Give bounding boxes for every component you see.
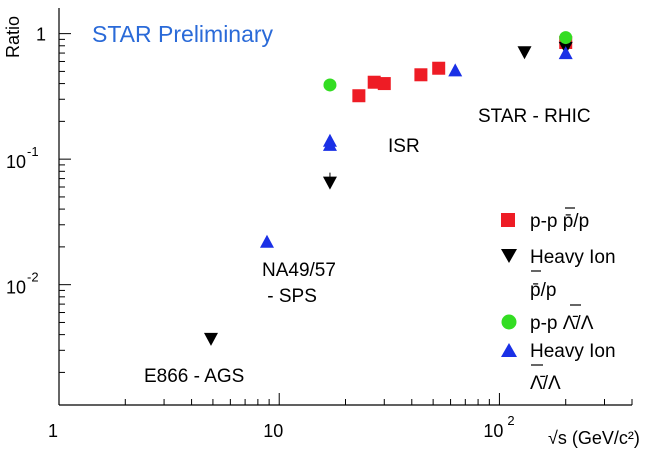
legend-label-pp-lambda: p-p Λ̄/Λ [530, 313, 594, 334]
legend-item-pp-lambda: p-p Λ̄/Λ [501, 313, 594, 334]
legend-label-heavy-ion-pbar-line2: p̄/p [530, 280, 556, 301]
x-tick-label-exponent: 2 [507, 413, 514, 428]
annotation-sps-line1: NA49/57 [262, 260, 336, 281]
data-point-heavy-ion-lambda-triangle-up [448, 63, 463, 77]
annotation-sps-line2: - SPS [262, 286, 317, 307]
legend-label-heavy-ion-pbar-line1: Heavy Ion [530, 247, 616, 268]
legend: p-p p̄/p Heavy Ion p̄/p p-p Λ̄/Λ Heavy I… [501, 207, 616, 394]
data-point-pp-lambda-circle [323, 78, 337, 92]
legend-marker-triangle-up [501, 343, 517, 357]
data-point-heavy-ion-lambda-triangle-up [558, 46, 573, 60]
y-axis-title: Ratio [3, 16, 23, 58]
data-point-pp-pbar-square [367, 75, 381, 89]
annotation-star-rhic: STAR - RHIC [478, 106, 591, 127]
legend-marker-circle [501, 314, 517, 330]
data-points [203, 31, 573, 346]
y-tick-label: 1 [36, 25, 46, 45]
annotation-ags: E866 - AGS [144, 366, 244, 387]
annotation-isr: ISR [388, 136, 420, 157]
data-point-pp-pbar-square [377, 77, 391, 91]
legend-label-heavy-ion-lambda-line1: Heavy Ion [530, 341, 616, 362]
legend-marker-triangle-down [501, 249, 517, 263]
legend-item-heavy-ion-lambda: Heavy Ion Λ̄/Λ [501, 341, 616, 394]
x-axis-title: √s (GeV/c²) [548, 428, 640, 448]
legend-label-pp-pbar: p-p p̄/p [530, 211, 589, 232]
y-tick-label-exponent: -1 [27, 144, 39, 159]
x-tick-label: 10 [263, 421, 283, 441]
x-tick-label: 10 [483, 421, 503, 441]
y-tick-label: 10 [6, 152, 26, 172]
data-point-pp-pbar-square [352, 89, 366, 103]
data-point-pp-pbar-square [432, 61, 446, 75]
legend-item-pp-pbar: p-p p̄/p [501, 211, 589, 232]
data-point-heavy-ion-pbar-triangle-down [322, 176, 337, 190]
legend-label-heavy-ion-lambda-line2: Λ̄/Λ [530, 373, 561, 394]
x-tick-label: 1 [48, 421, 58, 441]
data-point-pp-lambda-circle [559, 31, 573, 45]
data-point-heavy-ion-pbar-triangle-down [203, 332, 218, 346]
legend-marker-square [501, 213, 515, 227]
data-point-pp-pbar-square [414, 68, 428, 82]
y-tick-label: 10 [6, 278, 26, 298]
data-point-heavy-ion-lambda-triangle-up [322, 133, 337, 147]
chart-title: STAR Preliminary [92, 21, 274, 47]
data-point-heavy-ion-pbar-triangle-down [517, 46, 532, 60]
y-tick-label-exponent: -2 [27, 270, 39, 285]
legend-item-heavy-ion-pbar: Heavy Ion p̄/p [501, 247, 616, 301]
data-point-heavy-ion-lambda-triangle-up [259, 234, 274, 248]
